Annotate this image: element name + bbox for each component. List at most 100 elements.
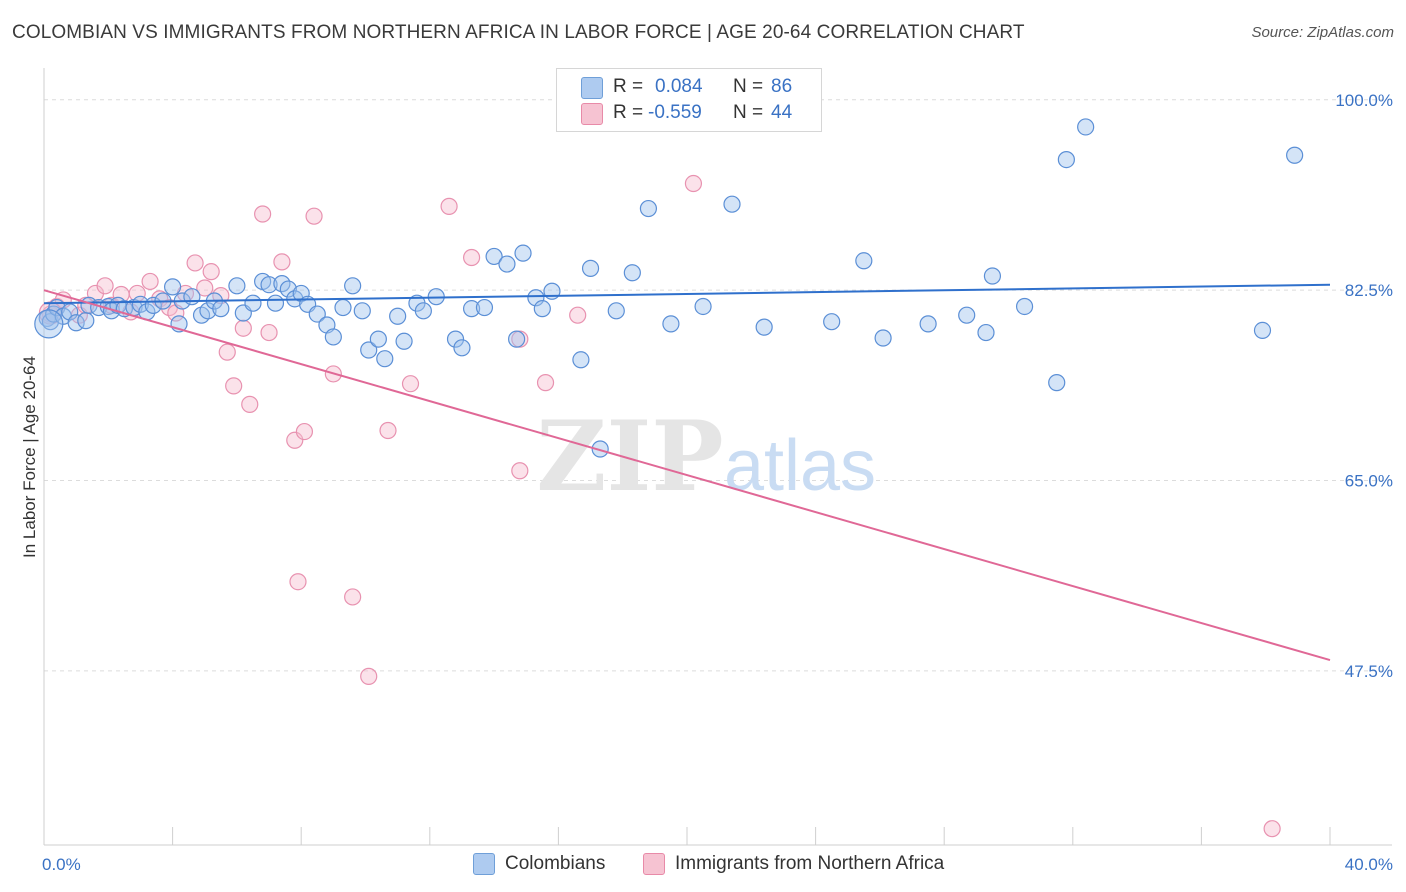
data-point-colombians (244, 294, 262, 312)
bottom-legend-label: Immigrants from Northern Africa (675, 853, 945, 874)
data-point-colombians (453, 339, 471, 357)
data-point-northern-africa (344, 588, 362, 606)
trend-line-northern-africa (43, 289, 1331, 662)
data-point-colombians (279, 280, 297, 298)
data-point-northern-africa (305, 207, 323, 225)
data-point-northern-africa (202, 263, 220, 281)
data-point-colombians (61, 303, 79, 321)
data-point-colombians (1057, 150, 1075, 169)
data-point-colombians (334, 298, 352, 317)
x-tick-label: 0.0% (42, 855, 81, 874)
y-axis-label: In Labor Force | Age 20-64 (20, 356, 39, 558)
data-point-colombians (376, 350, 394, 368)
data-point-colombians (755, 318, 773, 336)
trend-lines (43, 283, 1331, 662)
data-point-northern-africa (401, 375, 420, 393)
data-point-northern-africa (289, 573, 307, 591)
bottom-legend-colombians: Colombians (473, 852, 633, 876)
data-point-colombians (1077, 118, 1095, 136)
tick-labels: 47.5% 65.0% 82.5% 100.0% 0.0% 40.0% (42, 91, 1393, 874)
y-tick-label: 65.0% (1345, 472, 1393, 491)
data-point-northern-africa (254, 205, 272, 223)
data-point-colombians (1253, 321, 1272, 340)
data-point-northern-africa (186, 254, 204, 272)
legend-r-value: 0.084 (655, 76, 703, 97)
y-tick-label: 47.5% (1345, 662, 1393, 681)
y-tick-label: 100.0% (1335, 91, 1393, 110)
data-point-colombians (1286, 146, 1304, 164)
grid-lines (44, 99, 1392, 672)
data-point-northern-africa (96, 277, 114, 295)
data-point-colombians (446, 330, 465, 348)
data-point-colombians (662, 315, 680, 333)
data-point-northern-africa (569, 306, 587, 324)
data-point-colombians (360, 341, 378, 359)
data-point-colombians (498, 255, 516, 273)
data-point-northern-africa (273, 253, 291, 271)
data-point-colombians (475, 298, 494, 317)
data-point-colombians (874, 329, 892, 347)
data-point-colombians (199, 302, 217, 320)
data-point-colombians (823, 313, 841, 331)
data-point-colombians (508, 330, 526, 348)
data-point-colombians (308, 305, 326, 323)
data-point-colombians (1015, 297, 1034, 316)
data-point-colombians (527, 289, 545, 307)
data-point-northern-africa (379, 421, 397, 440)
data-point-colombians (324, 328, 342, 346)
data-point-northern-africa (440, 197, 458, 215)
data-point-northern-africa (511, 462, 529, 480)
data-point-colombians (623, 264, 641, 282)
data-point-colombians (353, 302, 371, 320)
legend-n-label: N = (733, 76, 764, 97)
data-point-colombians (260, 276, 278, 294)
data-point-colombians (344, 277, 362, 295)
watermark-zip: ZIP (536, 400, 723, 513)
data-point-colombians (533, 300, 551, 318)
chart-source: Source: ZipAtlas.com (1251, 24, 1394, 41)
data-point-colombians (34, 309, 64, 339)
data-point-colombians (855, 252, 873, 270)
data-point-colombians (462, 300, 481, 318)
data-point-colombians (266, 294, 285, 312)
data-point-colombians (919, 315, 937, 333)
watermark: ZIP atlas (536, 400, 876, 513)
correlation-legend: R = 0.084 N = 86 R = -0.559 N = 44 (556, 68, 822, 132)
axes (43, 68, 1392, 846)
data-point-colombians (607, 302, 625, 320)
data-point-northern-africa (1263, 820, 1281, 838)
data-point-northern-africa (360, 667, 378, 685)
data-point-northern-africa (684, 174, 703, 193)
data-point-colombians (591, 440, 609, 458)
data-point-northern-africa (141, 272, 159, 291)
data-point-colombians (228, 277, 246, 295)
x-tick-label: 40.0% (1345, 855, 1393, 874)
data-point-colombians (183, 288, 201, 306)
data-point-colombians (723, 195, 741, 213)
data-point-colombians (369, 330, 387, 348)
data-point-colombians (983, 267, 1002, 285)
data-point-colombians (581, 259, 600, 277)
data-point-northern-africa (234, 319, 252, 337)
legend-r-label: R = (613, 76, 644, 97)
data-point-colombians (395, 332, 413, 350)
data-point-colombians (572, 351, 590, 369)
legend-row-colombians: R = 0.084 N = 86 (557, 74, 821, 100)
legend-n-value: 44 (771, 102, 793, 123)
data-point-colombians (977, 323, 995, 342)
legend-r-value: -0.559 (648, 102, 702, 123)
bottom-legend-label: Colombians (505, 853, 606, 874)
data-point-colombians (958, 306, 976, 324)
data-point-northern-africa (286, 431, 304, 449)
data-point-northern-africa (295, 422, 314, 441)
data-point-colombians (514, 244, 532, 262)
watermark-atlas: atlas (724, 426, 876, 506)
y-tick-label: 82.5% (1345, 281, 1393, 300)
data-point-colombians (414, 302, 432, 320)
data-point-northern-africa (196, 279, 214, 297)
legend-row-northern-africa: R = -0.559 N = 44 (557, 100, 821, 126)
data-point-colombians (77, 312, 95, 330)
legend-n-value: 86 (771, 76, 793, 97)
data-point-colombians (389, 307, 407, 325)
